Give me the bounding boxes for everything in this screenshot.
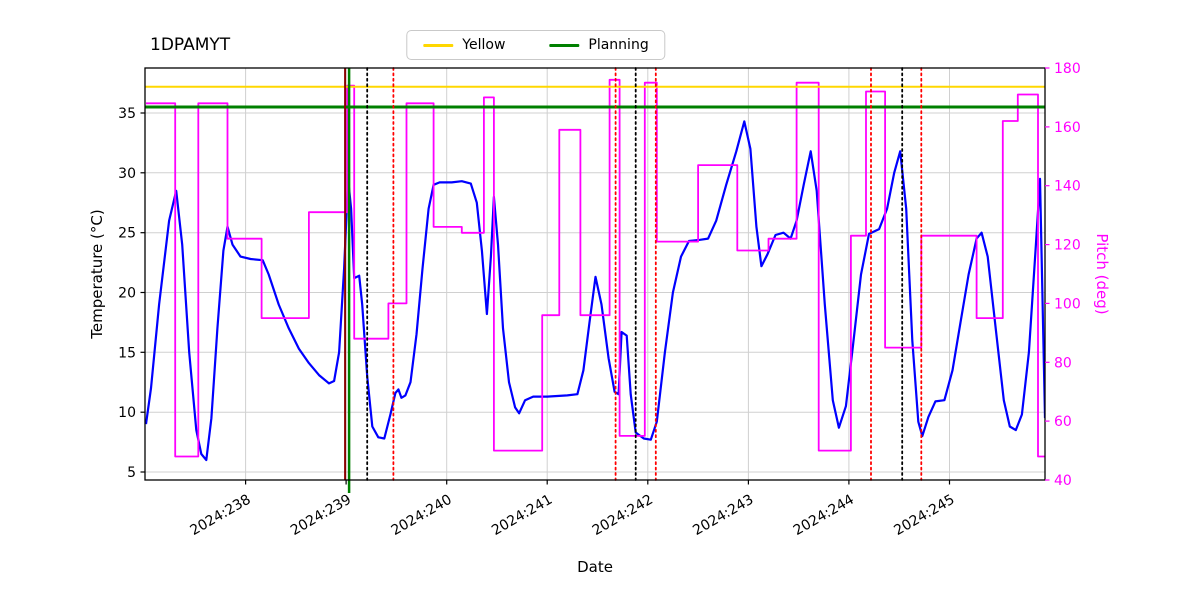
svg-text:20: 20 [118, 286, 136, 302]
yellow-line-icon [423, 43, 454, 47]
svg-text:2024:242: 2024:242 [590, 492, 656, 539]
svg-text:40: 40 [1054, 473, 1072, 489]
legend-item-yellow: Yellow [423, 37, 505, 53]
svg-text:2024:238: 2024:238 [188, 492, 254, 539]
svg-text:30: 30 [118, 166, 136, 182]
svg-text:60: 60 [1054, 414, 1072, 430]
legend-item-planning: Planning [549, 37, 649, 53]
svg-text:2024:239: 2024:239 [288, 492, 354, 539]
svg-text:2024:240: 2024:240 [389, 492, 455, 539]
svg-text:15: 15 [118, 345, 136, 361]
svg-text:35: 35 [118, 106, 136, 122]
svg-text:2024:245: 2024:245 [891, 492, 957, 539]
svg-text:140: 140 [1054, 179, 1081, 195]
svg-text:160: 160 [1054, 120, 1081, 136]
y-axis-label-pitch: Pitch (deg) [1093, 233, 1111, 315]
svg-text:2024:241: 2024:241 [489, 492, 555, 539]
svg-text:10: 10 [118, 405, 136, 421]
page-title: 1DPAMYT [150, 35, 231, 55]
planning-line-icon [549, 43, 580, 47]
svg-text:100: 100 [1054, 296, 1081, 312]
svg-text:2024:244: 2024:244 [791, 492, 857, 539]
legend-label-planning: Planning [588, 37, 649, 53]
legend: Yellow Planning [406, 30, 666, 60]
y-axis-label-temperature: Temperature (°C) [88, 209, 106, 339]
svg-text:25: 25 [118, 226, 136, 242]
legend-label-yellow: Yellow [462, 37, 506, 53]
svg-text:120: 120 [1054, 238, 1081, 254]
x-axis-label-date: Date [577, 558, 613, 576]
svg-text:80: 80 [1054, 355, 1072, 371]
svg-text:180: 180 [1054, 61, 1081, 77]
svg-text:5: 5 [127, 465, 136, 481]
svg-text:2024:243: 2024:243 [690, 492, 756, 539]
